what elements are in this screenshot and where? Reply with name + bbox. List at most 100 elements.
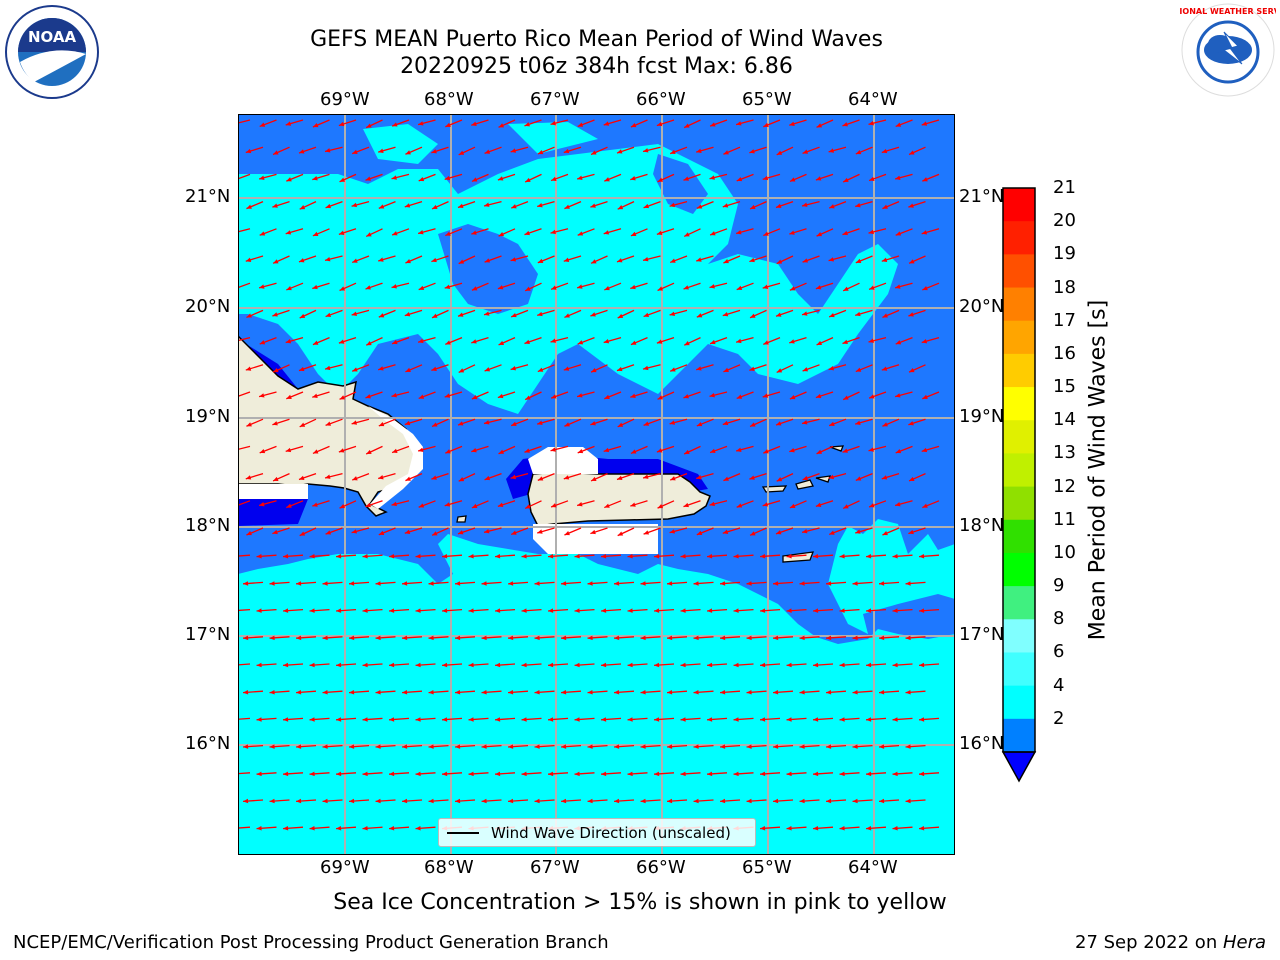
wind-arrow: [510, 527, 529, 536]
wind-arrow: [908, 364, 926, 373]
wind-arrow: [680, 554, 701, 559]
map-legend: Wind Wave Direction (unscaled): [438, 818, 756, 847]
wind-arrow: [389, 608, 410, 613]
wind-arrow: [564, 527, 582, 536]
wind-arrow: [484, 255, 502, 263]
colorbar-segment: [1003, 320, 1035, 355]
wind-arrow: [309, 554, 330, 559]
wind-arrow: [722, 200, 741, 208]
wind-arrow: [709, 282, 728, 289]
wind-arrow: [298, 472, 317, 481]
wind-arrow: [498, 228, 516, 237]
wind-arrow: [259, 119, 277, 128]
wind-arrow: [325, 527, 343, 535]
wind-arrow: [378, 255, 396, 262]
wind-arrow: [458, 473, 476, 482]
wind-arrow: [696, 364, 714, 371]
colorbar-label: Mean Period of Wind Waves [s]: [1085, 299, 1111, 641]
wind-arrow: [534, 581, 555, 586]
wind-arrow: [243, 798, 264, 804]
wind-arrow: [630, 337, 648, 346]
wind-arrow: [590, 309, 608, 317]
wind-arrow: [683, 119, 701, 129]
wind-arrow: [799, 690, 820, 695]
wind-arrow: [895, 119, 913, 128]
wind-arrow: [365, 119, 383, 129]
wind-arrow: [561, 744, 582, 749]
lon-label-top-6: 64°W: [848, 89, 898, 110]
wind-arrow: [322, 798, 343, 804]
wind-arrow: [576, 500, 595, 507]
wind-arrow: [773, 581, 794, 586]
wind-arrow: [391, 119, 410, 127]
wind-arrow: [537, 472, 555, 481]
wind-arrow: [550, 336, 569, 343]
wind-arrow: [417, 336, 436, 344]
wind-arrow: [786, 608, 807, 613]
wind-arrow: [389, 826, 410, 831]
wind-arrow: [696, 200, 714, 209]
colorbar-segment: [1003, 718, 1035, 753]
wind-arrow: [349, 635, 370, 641]
wind-arrow: [243, 690, 264, 695]
wind-arrow: [391, 336, 410, 345]
wind-arrow: [508, 581, 529, 586]
wind-arrow: [696, 309, 714, 318]
wind-arrow: [895, 445, 913, 454]
wind-arrow: [839, 717, 860, 722]
wind-arrow: [905, 635, 926, 641]
wind-arrow: [391, 500, 410, 507]
wind-arrow: [238, 608, 251, 612]
wind-arrow: [616, 255, 635, 263]
wind-arrow: [760, 554, 781, 559]
wind-arrow: [245, 472, 264, 480]
wind-arrow: [894, 282, 913, 289]
wind-arrow: [855, 364, 873, 373]
wind-arrow: [375, 690, 396, 695]
wind-arrow: [905, 581, 926, 586]
wind-arrow: [258, 173, 277, 180]
wind-arrow: [378, 309, 396, 318]
wind-arrow: [258, 500, 277, 507]
wind-arrow: [495, 608, 516, 613]
wind-arrow: [669, 200, 688, 208]
wind-arrow: [577, 336, 595, 345]
colorbar-tick-label: 13: [1053, 442, 1076, 464]
wind-arrow: [879, 744, 900, 749]
wind-arrow: [285, 445, 304, 453]
colorbar-tick-label: 9: [1053, 575, 1065, 597]
wind-arrow: [283, 554, 304, 559]
wind-arrow: [444, 500, 463, 507]
wind-arrow: [431, 201, 449, 210]
wind-arrow: [243, 635, 264, 641]
wind-arrow: [868, 173, 887, 182]
wind-arrow: [324, 364, 343, 371]
colorbar-segment: [1003, 453, 1035, 488]
wind-arrow: [283, 608, 304, 613]
wind-arrow: [802, 364, 820, 372]
wind-arrow: [375, 798, 396, 804]
wind-arrow: [642, 255, 661, 262]
wind-arrow: [574, 608, 595, 613]
footer-right: 27 Sep 2022 on Hera: [1075, 932, 1266, 953]
wind-arrow: [577, 228, 595, 236]
wind-arrow: [892, 771, 913, 777]
wind-arrow: [322, 744, 343, 749]
wind-arrow: [667, 635, 688, 641]
wind-arrow: [336, 554, 357, 559]
wind-arrow: [735, 445, 754, 452]
wind-arrow: [895, 336, 913, 345]
wind-arrow: [826, 690, 847, 695]
wind-arrow: [418, 391, 436, 400]
wind-arrow: [919, 554, 940, 559]
wind-arrow: [614, 798, 635, 804]
colorbar-segment: [1003, 420, 1035, 454]
wind-arrow: [256, 717, 277, 722]
wind-arrow: [707, 717, 728, 722]
wind-arrow: [402, 744, 423, 749]
wind-arrow: [763, 119, 781, 128]
wind-arrow: [484, 146, 502, 154]
lat-label-left-4: 18°N: [185, 515, 231, 536]
wind-arrow: [667, 690, 688, 695]
wind-arrow: [601, 608, 622, 613]
